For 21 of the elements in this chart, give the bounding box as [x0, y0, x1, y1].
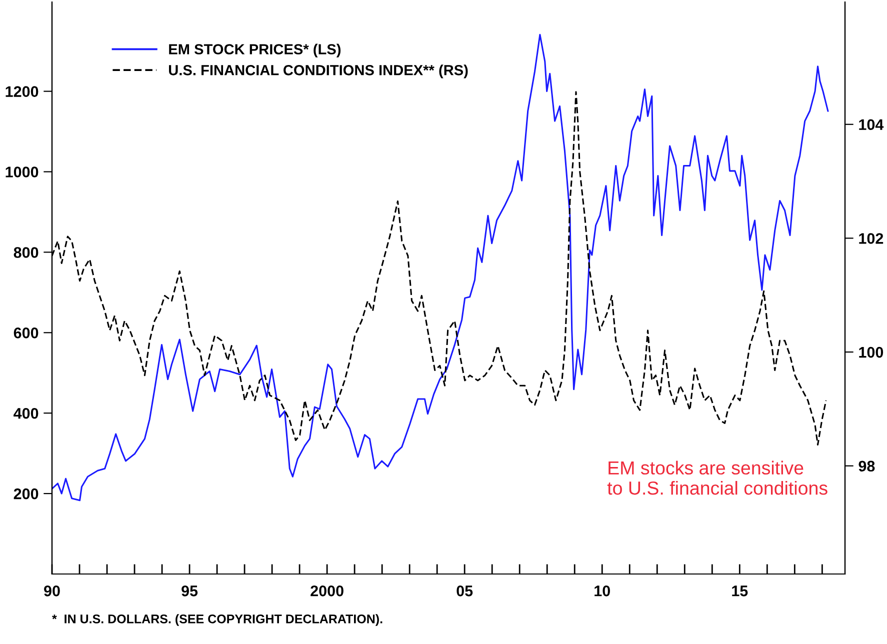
y-tick-label: 800	[14, 247, 38, 258]
legend-label: EM STOCK PRICES* (LS)	[169, 44, 341, 58]
y2-tick-label: 104	[859, 119, 884, 130]
x-tick-label: 95	[182, 586, 198, 596]
y-tick-label: 200	[14, 488, 38, 500]
x-tick-label: 05	[456, 586, 473, 596]
y-tick-label: 1200	[6, 86, 38, 97]
text: * IN U.S. DOLLARS. (SEE COPYRIGHT DECLARATION).	[52, 614, 382, 626]
x-tick-label: 15	[732, 586, 748, 596]
y2-tick-label: 102	[859, 233, 884, 244]
y-tick-label: 600	[14, 328, 38, 338]
annotation: EM stocks are sensitive to U.S. financial conditions	[607, 460, 828, 495]
y-tick-label: 1000	[6, 166, 38, 178]
y2-tick-label: 100	[859, 346, 884, 358]
y-tick-label: 400	[14, 408, 38, 419]
legend-label: U.S. FINANCIAL CONDITIONS INDEX** (RS)	[168, 64, 468, 78]
line-series	[52, 34, 829, 502]
y2-tick-label: 98	[858, 460, 875, 472]
x-tick-label: 90	[44, 586, 60, 596]
x-tick-label: 10	[594, 586, 610, 596]
x-tick-label: 2000	[310, 586, 344, 596]
